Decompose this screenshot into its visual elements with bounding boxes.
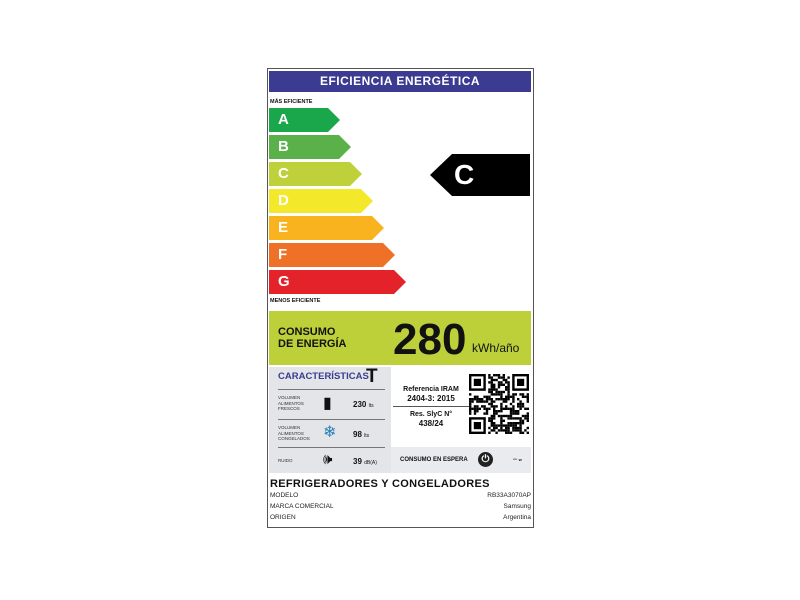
label-title: EFICIENCIA ENERGÉTICA bbox=[269, 71, 531, 92]
consumption-label-2: DE ENERGÍA bbox=[278, 338, 347, 350]
efficiency-bar-g: G bbox=[269, 270, 406, 294]
origin-label: ORIGEN bbox=[270, 514, 296, 521]
row-value: 98 bbox=[353, 430, 362, 439]
row-unit: lts bbox=[364, 433, 370, 439]
characteristics-panel: CARACTERÍSTICAS T VOLUMEN ALIMENTOS FRES… bbox=[269, 366, 391, 473]
less-efficient-text: MENOS EFICIENTE bbox=[270, 298, 321, 304]
energy-label bbox=[267, 68, 534, 528]
model-label: MODELO bbox=[270, 492, 299, 499]
efficiency-bar-b: B bbox=[269, 135, 351, 159]
origin-row: ORIGEN Argentina bbox=[270, 514, 531, 521]
row-label: VOLUMEN ALIMENTOS FRESCOS bbox=[278, 395, 304, 411]
brand-label: MARCA COMERCIAL bbox=[270, 503, 334, 510]
origin-value: Argentina bbox=[503, 514, 531, 521]
climate-class: T bbox=[366, 366, 378, 387]
standby-unit: w bbox=[518, 457, 522, 462]
standby-value: -- bbox=[513, 457, 517, 463]
more-efficient-text: MÁS EFICIENTE bbox=[270, 99, 313, 105]
rating-arrow: C bbox=[430, 154, 530, 196]
efficiency-bar-f: F bbox=[269, 243, 395, 267]
noise-row: RUIDO 🕪 39 dB(A) bbox=[278, 447, 385, 473]
reference-standard-number: 2404-3: 2015 bbox=[393, 394, 469, 407]
brand-row: MARCA COMERCIAL Samsung bbox=[270, 503, 531, 510]
efficiency-bar-c: C bbox=[269, 162, 362, 186]
qr-code[interactable] bbox=[469, 374, 529, 434]
consumption-label: CONSUMO bbox=[278, 326, 336, 338]
efficiency-bar-d: D bbox=[269, 189, 373, 213]
standby-row: CONSUMO EN ESPERA ⏻ -- w bbox=[391, 447, 531, 473]
standby-label: CONSUMO EN ESPERA bbox=[400, 457, 468, 463]
consumption-panel: CONSUMO DE ENERGÍA 280 kWh/año bbox=[269, 311, 531, 365]
fridge-icon: ▮ bbox=[323, 395, 332, 412]
row-value: 230 bbox=[353, 400, 367, 409]
fresh-volume-row: VOLUMEN ALIMENTOS FRESCOS ▮ 230 lts bbox=[278, 389, 385, 419]
row-label: VOLUMEN ALIMENTOS CONGELADOS bbox=[278, 425, 310, 441]
characteristics-heading: CARACTERÍSTICAS bbox=[278, 371, 369, 382]
power-icon: ⏻ bbox=[478, 452, 493, 467]
model-row: MODELO RB33A3070AP bbox=[270, 492, 531, 499]
resolution-number: 438/24 bbox=[418, 419, 444, 428]
row-unit: dB(A) bbox=[364, 460, 377, 466]
row-value: 39 bbox=[353, 457, 362, 466]
model-value: RB33A3070AP bbox=[487, 492, 531, 499]
consumption-value: 280 bbox=[393, 315, 467, 364]
consumption-unit: kWh/año bbox=[472, 341, 520, 355]
row-label: RUIDO bbox=[278, 458, 293, 463]
resolution: Res. SlyC N° bbox=[409, 411, 453, 418]
product-type: REFRIGERADORES Y CONGELADORES bbox=[270, 478, 490, 490]
reference-standard: Referencia IRAM bbox=[403, 386, 459, 393]
row-unit: lts bbox=[368, 403, 374, 409]
speaker-icon: 🕪 bbox=[323, 451, 333, 468]
reference-block: Referencia IRAM 2404-3: 2015 Res. SlyC N… bbox=[393, 385, 469, 428]
freezer-icon: ❄ bbox=[323, 424, 337, 441]
brand-value: Samsung bbox=[503, 503, 531, 510]
efficiency-bar-e: E bbox=[269, 216, 384, 240]
efficiency-bar-a: A bbox=[269, 108, 340, 132]
frozen-volume-row: VOLUMEN ALIMENTOS CONGELADOS ❄ 98 lts bbox=[278, 419, 385, 447]
